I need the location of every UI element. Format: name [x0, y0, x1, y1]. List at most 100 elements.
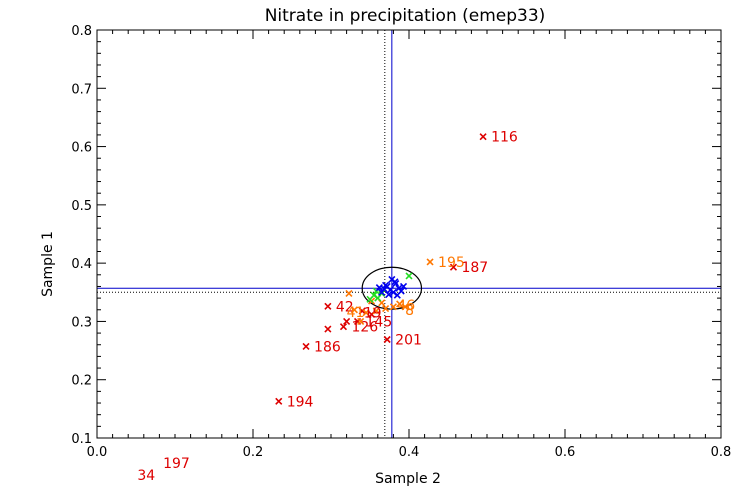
y-axis-label: Sample 1 — [40, 231, 56, 297]
data-label: 145 — [366, 314, 393, 330]
data-point — [378, 289, 386, 298]
data-point-stroke — [401, 303, 409, 311]
data-point-stroke — [358, 307, 366, 315]
outside-data-label: 34 — [137, 468, 155, 484]
chart-title: Nitrate in precipitation (emep33) — [265, 6, 546, 26]
data-point — [372, 307, 380, 315]
data-point — [343, 317, 351, 325]
y-tick-label: 0.7 — [71, 82, 92, 97]
data-point — [375, 284, 383, 292]
data-point — [358, 307, 366, 315]
outside-data-label: 197 — [163, 456, 190, 472]
data-point-stroke — [350, 306, 358, 314]
data-point-stroke — [378, 288, 386, 296]
data-point-stroke — [339, 323, 348, 331]
data-point-stroke — [366, 295, 374, 303]
data-point-stroke — [362, 309, 370, 317]
data-label: 42 — [336, 299, 354, 315]
series-green — [366, 272, 413, 303]
series-blue — [375, 275, 408, 299]
data-point-stroke — [357, 317, 365, 325]
data-label: 8 — [405, 303, 414, 319]
data-point-stroke — [449, 263, 458, 271]
data-point — [378, 288, 386, 296]
data-label: 19 — [364, 306, 382, 322]
data-point-stroke — [385, 291, 393, 299]
data-point-stroke — [378, 289, 386, 298]
data-point-stroke — [324, 302, 332, 310]
data-point — [479, 133, 487, 141]
data-point — [385, 291, 393, 299]
y-tick-label: 0.2 — [71, 374, 92, 389]
data-point — [449, 263, 458, 271]
data-point-stroke — [393, 291, 401, 299]
data-label: 187 — [461, 260, 488, 276]
data-point — [275, 397, 283, 405]
data-point-stroke — [389, 303, 397, 311]
data-point-stroke — [372, 307, 380, 315]
data-point — [399, 282, 408, 291]
x-tick-label: 0.0 — [87, 445, 108, 460]
data-point — [396, 300, 404, 308]
data-point — [391, 278, 399, 286]
data-point-stroke — [389, 288, 397, 296]
data-point-stroke — [396, 300, 404, 308]
data-label: 116 — [491, 130, 518, 146]
data-point — [383, 335, 391, 344]
data-point — [382, 305, 390, 313]
data-point — [345, 289, 353, 298]
data-point-stroke — [367, 310, 376, 318]
y-tick-label: 0.3 — [71, 315, 92, 330]
data-point — [405, 272, 413, 280]
data-point-stroke — [375, 284, 383, 292]
data-point-stroke — [382, 281, 390, 289]
data-point-stroke — [378, 299, 386, 307]
y-tick-label: 0.1 — [71, 432, 92, 447]
data-point — [401, 303, 409, 311]
plot-area — [97, 30, 721, 438]
data-point-stroke — [302, 342, 310, 351]
y-tick-label: 0.6 — [71, 141, 92, 156]
data-point-stroke — [426, 258, 434, 266]
data-label: 201 — [395, 332, 422, 348]
data-point — [366, 295, 374, 303]
data-point — [426, 258, 434, 266]
data-point-stroke — [405, 272, 413, 280]
axes: 0.0 0.2 0.4 0.6 0.8 0.1 0.2 0.3 0.4 0.5 0.6 0.7 0.8 — [71, 24, 731, 460]
data-point-stroke — [479, 133, 487, 141]
data-label: 195 — [438, 255, 465, 271]
data-point-stroke — [345, 289, 353, 298]
data-point — [339, 323, 348, 331]
y-tick-label: 0.4 — [71, 257, 92, 272]
data-point-stroke — [383, 335, 391, 344]
x-tick-label: 0.8 — [711, 445, 732, 460]
x-tick-label: 0.2 — [243, 445, 264, 460]
data-point — [382, 281, 390, 289]
x-axis-label: Sample 2 — [375, 471, 441, 487]
x-tick-label: 0.6 — [555, 445, 576, 460]
data-point-stroke — [343, 317, 351, 325]
data-point-stroke — [391, 278, 399, 286]
data-point — [367, 310, 376, 318]
data-label: 41 — [347, 305, 365, 321]
data-point-stroke — [324, 325, 332, 333]
x-tick-label: 0.4 — [399, 445, 420, 460]
data-label: 186 — [314, 339, 341, 355]
data-point — [362, 309, 370, 317]
data-point — [350, 306, 358, 314]
y-tick-label: 0.8 — [71, 24, 92, 39]
data-point — [324, 302, 332, 310]
data-point — [302, 342, 310, 351]
data-point-stroke — [275, 397, 283, 405]
y-tick-label: 0.5 — [71, 199, 92, 214]
data-point — [389, 303, 397, 311]
data-point-stroke — [399, 282, 408, 291]
data-point — [324, 325, 332, 333]
data-point — [357, 317, 365, 325]
data-point-stroke — [382, 305, 390, 313]
data-point — [393, 291, 401, 299]
series-orange: 195 — [345, 255, 465, 325]
